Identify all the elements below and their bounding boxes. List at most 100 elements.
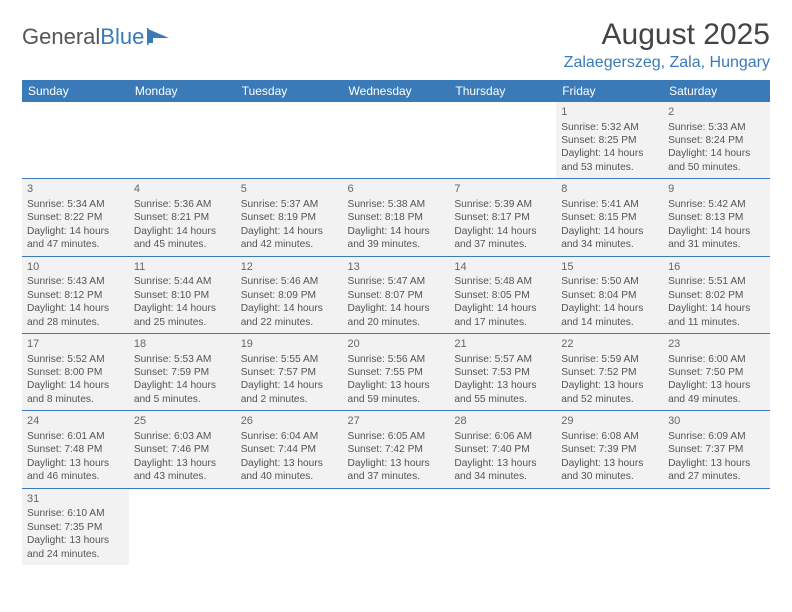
- day-number: 15: [561, 260, 658, 275]
- day-info: Sunrise: 5:56 AMSunset: 7:55 PMDaylight:…: [348, 353, 445, 407]
- day-number: 19: [241, 337, 338, 352]
- day-info: Sunrise: 5:52 AMSunset: 8:00 PMDaylight:…: [27, 353, 124, 407]
- calendar-day-cell: 28Sunrise: 6:06 AMSunset: 7:40 PMDayligh…: [449, 411, 556, 488]
- calendar-empty-cell: [129, 102, 236, 179]
- day-info: Sunrise: 5:37 AMSunset: 8:19 PMDaylight:…: [241, 198, 338, 252]
- day-info: Sunrise: 6:01 AMSunset: 7:48 PMDaylight:…: [27, 430, 124, 484]
- calendar-empty-cell: [556, 488, 663, 565]
- logo-flag-icon: [147, 28, 173, 46]
- day-number: 27: [348, 414, 445, 429]
- day-number: 20: [348, 337, 445, 352]
- calendar-day-cell: 31Sunrise: 6:10 AMSunset: 7:35 PMDayligh…: [22, 488, 129, 565]
- calendar-day-cell: 25Sunrise: 6:03 AMSunset: 7:46 PMDayligh…: [129, 411, 236, 488]
- day-info: Sunrise: 6:09 AMSunset: 7:37 PMDaylight:…: [668, 430, 765, 484]
- day-number: 5: [241, 182, 338, 197]
- day-info: Sunrise: 6:08 AMSunset: 7:39 PMDaylight:…: [561, 430, 658, 484]
- calendar-day-cell: 11Sunrise: 5:44 AMSunset: 8:10 PMDayligh…: [129, 256, 236, 333]
- day-info: Sunrise: 5:33 AMSunset: 8:24 PMDaylight:…: [668, 121, 765, 175]
- day-number: 22: [561, 337, 658, 352]
- calendar-day-cell: 20Sunrise: 5:56 AMSunset: 7:55 PMDayligh…: [343, 333, 450, 410]
- day-number: 25: [134, 414, 231, 429]
- day-info: Sunrise: 5:51 AMSunset: 8:02 PMDaylight:…: [668, 275, 765, 329]
- month-title: August 2025: [564, 18, 770, 52]
- calendar-week-row: 10Sunrise: 5:43 AMSunset: 8:12 PMDayligh…: [22, 256, 770, 333]
- day-number: 4: [134, 182, 231, 197]
- day-info: Sunrise: 5:34 AMSunset: 8:22 PMDaylight:…: [27, 198, 124, 252]
- calendar-day-cell: 18Sunrise: 5:53 AMSunset: 7:59 PMDayligh…: [129, 333, 236, 410]
- day-info: Sunrise: 5:44 AMSunset: 8:10 PMDaylight:…: [134, 275, 231, 329]
- calendar-empty-cell: [449, 102, 556, 179]
- calendar-day-cell: 9Sunrise: 5:42 AMSunset: 8:13 PMDaylight…: [663, 179, 770, 256]
- calendar-day-cell: 10Sunrise: 5:43 AMSunset: 8:12 PMDayligh…: [22, 256, 129, 333]
- day-number: 10: [27, 260, 124, 275]
- day-info: Sunrise: 6:03 AMSunset: 7:46 PMDaylight:…: [134, 430, 231, 484]
- calendar-day-cell: 21Sunrise: 5:57 AMSunset: 7:53 PMDayligh…: [449, 333, 556, 410]
- day-number: 16: [668, 260, 765, 275]
- calendar-day-cell: 27Sunrise: 6:05 AMSunset: 7:42 PMDayligh…: [343, 411, 450, 488]
- calendar-empty-cell: [22, 102, 129, 179]
- day-number: 31: [27, 492, 124, 507]
- weekday-header: Monday: [129, 80, 236, 102]
- day-info: Sunrise: 5:39 AMSunset: 8:17 PMDaylight:…: [454, 198, 551, 252]
- calendar-day-cell: 2Sunrise: 5:33 AMSunset: 8:24 PMDaylight…: [663, 102, 770, 179]
- day-info: Sunrise: 5:55 AMSunset: 7:57 PMDaylight:…: [241, 353, 338, 407]
- day-number: 18: [134, 337, 231, 352]
- day-number: 6: [348, 182, 445, 197]
- header: GeneralBlue August 2025 Zalaegerszeg, Za…: [22, 18, 770, 72]
- calendar-day-cell: 8Sunrise: 5:41 AMSunset: 8:15 PMDaylight…: [556, 179, 663, 256]
- logo: GeneralBlue: [22, 24, 173, 50]
- calendar-day-cell: 3Sunrise: 5:34 AMSunset: 8:22 PMDaylight…: [22, 179, 129, 256]
- calendar-day-cell: 30Sunrise: 6:09 AMSunset: 7:37 PMDayligh…: [663, 411, 770, 488]
- day-number: 11: [134, 260, 231, 275]
- day-info: Sunrise: 5:41 AMSunset: 8:15 PMDaylight:…: [561, 198, 658, 252]
- calendar-day-cell: 22Sunrise: 5:59 AMSunset: 7:52 PMDayligh…: [556, 333, 663, 410]
- calendar-day-cell: 6Sunrise: 5:38 AMSunset: 8:18 PMDaylight…: [343, 179, 450, 256]
- calendar-day-cell: 1Sunrise: 5:32 AMSunset: 8:25 PMDaylight…: [556, 102, 663, 179]
- day-info: Sunrise: 5:36 AMSunset: 8:21 PMDaylight:…: [134, 198, 231, 252]
- calendar-empty-cell: [129, 488, 236, 565]
- calendar-day-cell: 17Sunrise: 5:52 AMSunset: 8:00 PMDayligh…: [22, 333, 129, 410]
- day-info: Sunrise: 5:47 AMSunset: 8:07 PMDaylight:…: [348, 275, 445, 329]
- day-number: 30: [668, 414, 765, 429]
- calendar-day-cell: 19Sunrise: 5:55 AMSunset: 7:57 PMDayligh…: [236, 333, 343, 410]
- calendar-day-cell: 14Sunrise: 5:48 AMSunset: 8:05 PMDayligh…: [449, 256, 556, 333]
- day-info: Sunrise: 6:05 AMSunset: 7:42 PMDaylight:…: [348, 430, 445, 484]
- day-number: 17: [27, 337, 124, 352]
- calendar-table: Sunday Monday Tuesday Wednesday Thursday…: [22, 80, 770, 565]
- calendar-day-cell: 29Sunrise: 6:08 AMSunset: 7:39 PMDayligh…: [556, 411, 663, 488]
- calendar-week-row: 1Sunrise: 5:32 AMSunset: 8:25 PMDaylight…: [22, 102, 770, 179]
- weekday-header: Wednesday: [343, 80, 450, 102]
- weekday-header-row: Sunday Monday Tuesday Wednesday Thursday…: [22, 80, 770, 102]
- day-info: Sunrise: 6:04 AMSunset: 7:44 PMDaylight:…: [241, 430, 338, 484]
- day-number: 21: [454, 337, 551, 352]
- day-number: 2: [668, 105, 765, 120]
- day-number: 9: [668, 182, 765, 197]
- day-info: Sunrise: 5:57 AMSunset: 7:53 PMDaylight:…: [454, 353, 551, 407]
- day-number: 3: [27, 182, 124, 197]
- calendar-empty-cell: [343, 102, 450, 179]
- day-info: Sunrise: 5:59 AMSunset: 7:52 PMDaylight:…: [561, 353, 658, 407]
- calendar-empty-cell: [236, 488, 343, 565]
- calendar-empty-cell: [236, 102, 343, 179]
- day-info: Sunrise: 6:00 AMSunset: 7:50 PMDaylight:…: [668, 353, 765, 407]
- day-info: Sunrise: 5:48 AMSunset: 8:05 PMDaylight:…: [454, 275, 551, 329]
- calendar-day-cell: 16Sunrise: 5:51 AMSunset: 8:02 PMDayligh…: [663, 256, 770, 333]
- day-number: 7: [454, 182, 551, 197]
- weekday-header: Tuesday: [236, 80, 343, 102]
- calendar-week-row: 31Sunrise: 6:10 AMSunset: 7:35 PMDayligh…: [22, 488, 770, 565]
- day-info: Sunrise: 5:50 AMSunset: 8:04 PMDaylight:…: [561, 275, 658, 329]
- logo-text-1: General: [22, 24, 100, 50]
- calendar-day-cell: 15Sunrise: 5:50 AMSunset: 8:04 PMDayligh…: [556, 256, 663, 333]
- day-number: 1: [561, 105, 658, 120]
- day-number: 23: [668, 337, 765, 352]
- weekday-header: Saturday: [663, 80, 770, 102]
- weekday-header: Thursday: [449, 80, 556, 102]
- calendar-empty-cell: [663, 488, 770, 565]
- title-block: August 2025 Zalaegerszeg, Zala, Hungary: [564, 18, 770, 72]
- logo-text-2: Blue: [100, 24, 144, 50]
- calendar-week-row: 17Sunrise: 5:52 AMSunset: 8:00 PMDayligh…: [22, 333, 770, 410]
- calendar-empty-cell: [449, 488, 556, 565]
- day-number: 24: [27, 414, 124, 429]
- day-number: 26: [241, 414, 338, 429]
- day-info: Sunrise: 5:53 AMSunset: 7:59 PMDaylight:…: [134, 353, 231, 407]
